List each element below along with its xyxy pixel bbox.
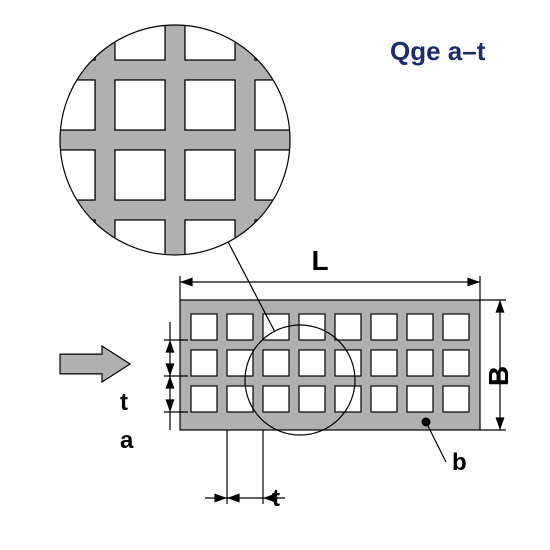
thickness-b-label: b — [452, 449, 467, 476]
dimension-t-horiz-label: t — [272, 485, 280, 512]
diagram-title: Qge a–t — [390, 36, 486, 66]
perforated-plate — [180, 300, 480, 430]
dimension-B-label: B — [483, 366, 514, 386]
dimension-t-vert-label: t — [120, 389, 128, 416]
perforated-plate-diagram: LBtatbQge a–t — [0, 0, 550, 550]
dimension-L-label: L — [311, 245, 328, 276]
flow-direction-arrow — [60, 346, 130, 382]
dimension-a-label: a — [120, 427, 134, 454]
